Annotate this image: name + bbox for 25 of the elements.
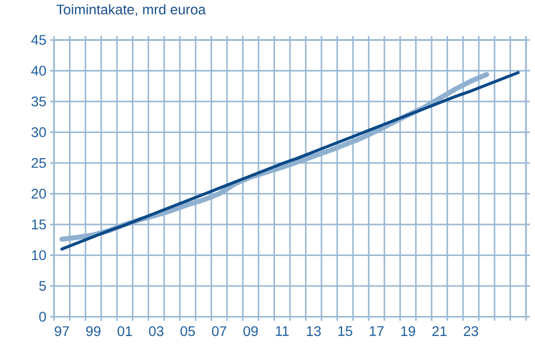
y-tick-label: 5	[39, 281, 46, 291]
y-tick-label: 0	[39, 312, 46, 322]
x-tick-label: 19	[401, 326, 416, 336]
x-tick-label: 03	[149, 326, 164, 336]
y-tick-label: 20	[32, 188, 46, 199]
y-tick-label: 10	[32, 250, 46, 260]
x-tick-label: 21	[432, 326, 447, 336]
x-tick-label: 17	[370, 326, 384, 336]
x-tick-label: 97	[54, 326, 69, 336]
x-tick-label: 23	[464, 326, 478, 336]
x-tick-label: 15	[338, 326, 352, 336]
y-tick-label: 25	[32, 158, 46, 168]
chart-title: Toimintakate, mrd euroa	[56, 4, 206, 16]
x-tick-label: 07	[212, 326, 226, 336]
x-tick-label: 05	[180, 326, 195, 336]
y-tick-label: 30	[31, 127, 46, 138]
y-tick-label: 40	[31, 66, 46, 76]
x-tick-label: 09	[243, 326, 258, 336]
x-tick-label: 01	[118, 326, 132, 336]
x-tick-label: 99	[86, 326, 100, 336]
x-tick-label: 11	[276, 326, 289, 336]
y-tick-label: 45	[31, 35, 46, 45]
x-tick-label: 13	[306, 326, 321, 336]
y-tick-label: 15	[32, 220, 46, 230]
y-tick-label: 35	[31, 96, 46, 106]
